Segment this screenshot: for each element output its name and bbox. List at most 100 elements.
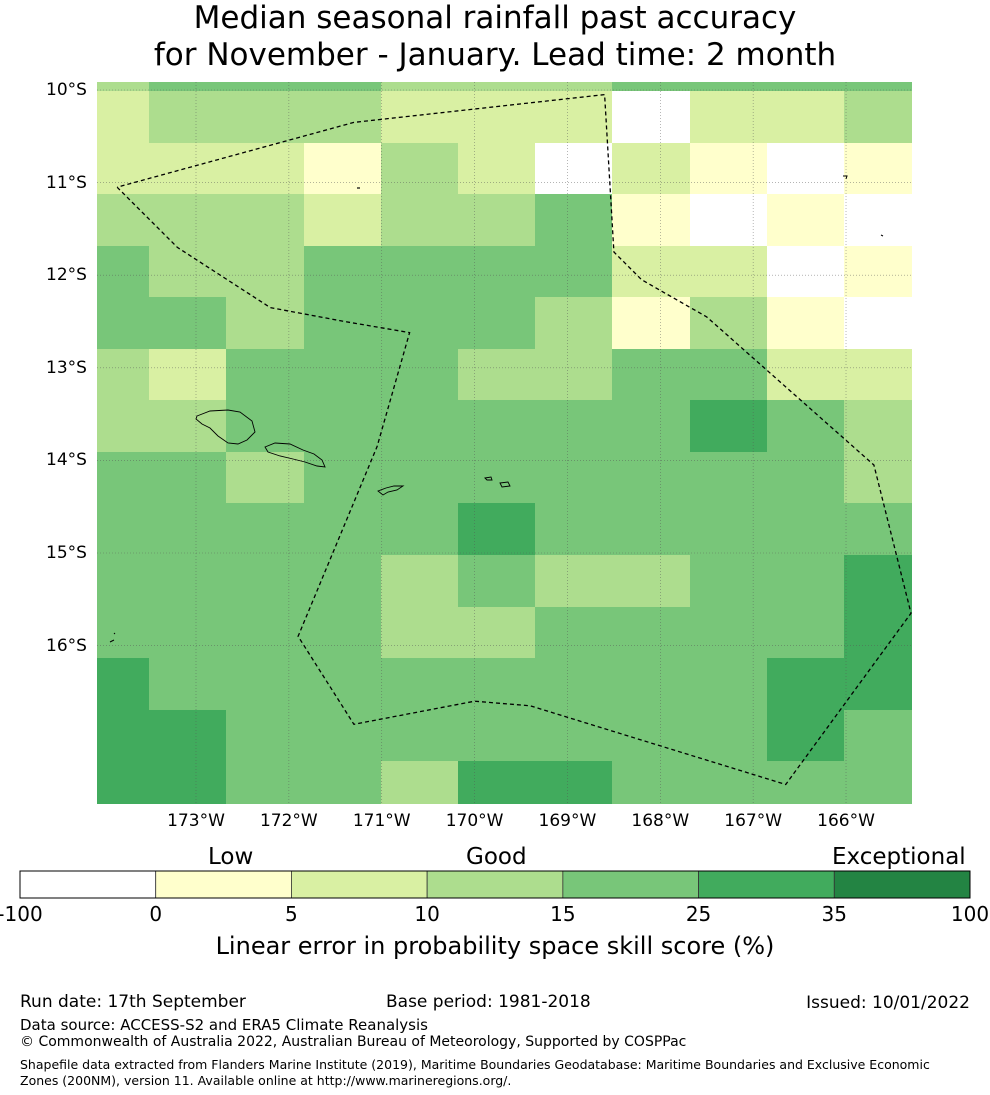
island-upolu <box>264 442 326 468</box>
grid-cell <box>149 607 226 658</box>
grid-cell <box>690 246 767 297</box>
grid-cell <box>458 710 535 761</box>
grid-cell <box>690 710 767 761</box>
grid-cell <box>612 555 690 607</box>
grid-cell <box>458 194 535 246</box>
grid-cell <box>304 297 381 349</box>
latitude-label: 13°S <box>46 357 87 378</box>
grid-cell <box>767 194 844 246</box>
grid-cell <box>381 349 458 400</box>
title-line-1: Median seasonal rainfall past accuracy <box>193 0 797 36</box>
colorbar-segment <box>19 870 157 899</box>
grid-cell <box>844 761 912 804</box>
grid-cell <box>149 91 226 143</box>
colorbar-tick-label: 0 <box>149 902 163 926</box>
grid-cell <box>149 400 226 452</box>
grid-cell <box>381 710 458 761</box>
colorbar-frame <box>19 870 971 899</box>
grid-cell <box>226 91 304 143</box>
grid-cell <box>381 194 458 246</box>
grid-cell <box>612 710 690 761</box>
grid-cell <box>304 91 381 143</box>
grid-cell <box>149 82 226 91</box>
grid-cell <box>304 658 381 710</box>
grid-cell <box>97 143 149 194</box>
grid-cell <box>844 143 912 194</box>
grid-cell <box>767 400 844 452</box>
grid-cell <box>149 658 226 710</box>
grid-cell <box>149 555 226 607</box>
grid-cell <box>844 710 912 761</box>
grid-cell <box>458 761 535 804</box>
grid-cell <box>226 761 304 804</box>
colorbar <box>19 870 971 899</box>
grid-cell <box>535 607 612 658</box>
grid-cell <box>226 710 304 761</box>
grid-cell <box>690 400 767 452</box>
data-source: Data source: ACCESS-S2 and ERA5 Climate … <box>20 1016 428 1034</box>
grid-cell <box>97 349 149 400</box>
grid-cell <box>535 555 612 607</box>
grid-cell <box>149 349 226 400</box>
longitude-label: 170°W <box>445 811 504 831</box>
grid-cell <box>690 194 767 246</box>
grid-cell <box>535 400 612 452</box>
grid-cell <box>844 297 912 349</box>
grid-cell <box>844 607 912 658</box>
grid-cell <box>767 349 844 400</box>
island-rose <box>843 175 848 180</box>
grid-cell <box>381 452 458 503</box>
grid-cell <box>844 503 912 555</box>
grid-cell <box>690 143 767 194</box>
grid-cell <box>458 82 535 91</box>
grid-cell <box>690 607 767 658</box>
grid-cell <box>612 607 690 658</box>
grid-cell <box>97 91 149 143</box>
island-savaii <box>195 409 256 445</box>
latitude-label: 11°S <box>46 172 87 193</box>
grid-cell <box>458 349 535 400</box>
colorbar-tick-label: -100 <box>0 902 43 926</box>
grid-cell <box>226 82 304 91</box>
grid-cell <box>97 400 149 452</box>
grid-cell <box>304 761 381 804</box>
grid-cell <box>844 452 912 503</box>
grid-cell <box>844 91 912 143</box>
latitude-label: 12°S <box>46 265 87 286</box>
grid-cell <box>304 555 381 607</box>
latitude-label: 14°S <box>46 450 87 471</box>
base-period: Base period: 1981-2018 <box>386 992 591 1012</box>
grid-cell <box>535 452 612 503</box>
grid-cell <box>767 91 844 143</box>
grid-cell <box>535 246 612 297</box>
colorbar-segment <box>698 870 835 899</box>
island-ofu-olosega <box>484 476 493 481</box>
island-small-east <box>880 234 884 237</box>
grid-cell <box>535 349 612 400</box>
longitude-label: 167°W <box>724 811 783 831</box>
colorbar-tick-label: 35 <box>821 902 848 926</box>
grid-cell <box>767 143 844 194</box>
grid-cell <box>149 143 226 194</box>
grid-cell <box>226 555 304 607</box>
grid-cell <box>97 194 149 246</box>
grid-cell <box>149 761 226 804</box>
colorbar-tick-label: 5 <box>285 902 298 926</box>
island-tutuila <box>377 485 405 496</box>
graticule <box>97 82 912 804</box>
grid-cell <box>149 194 226 246</box>
grid-cell <box>304 503 381 555</box>
colorbar-tick-label: 25 <box>685 902 712 926</box>
grid-cell <box>149 503 226 555</box>
grid-cell <box>612 297 690 349</box>
grid-cell <box>612 761 690 804</box>
grid-cell <box>844 658 912 710</box>
grid-cell <box>226 349 304 400</box>
grid-cell <box>381 555 458 607</box>
grid-cell <box>612 452 690 503</box>
grid-cell <box>97 607 149 658</box>
skill-grid <box>97 82 912 804</box>
grid-cell <box>97 246 149 297</box>
grid-cell <box>690 555 767 607</box>
